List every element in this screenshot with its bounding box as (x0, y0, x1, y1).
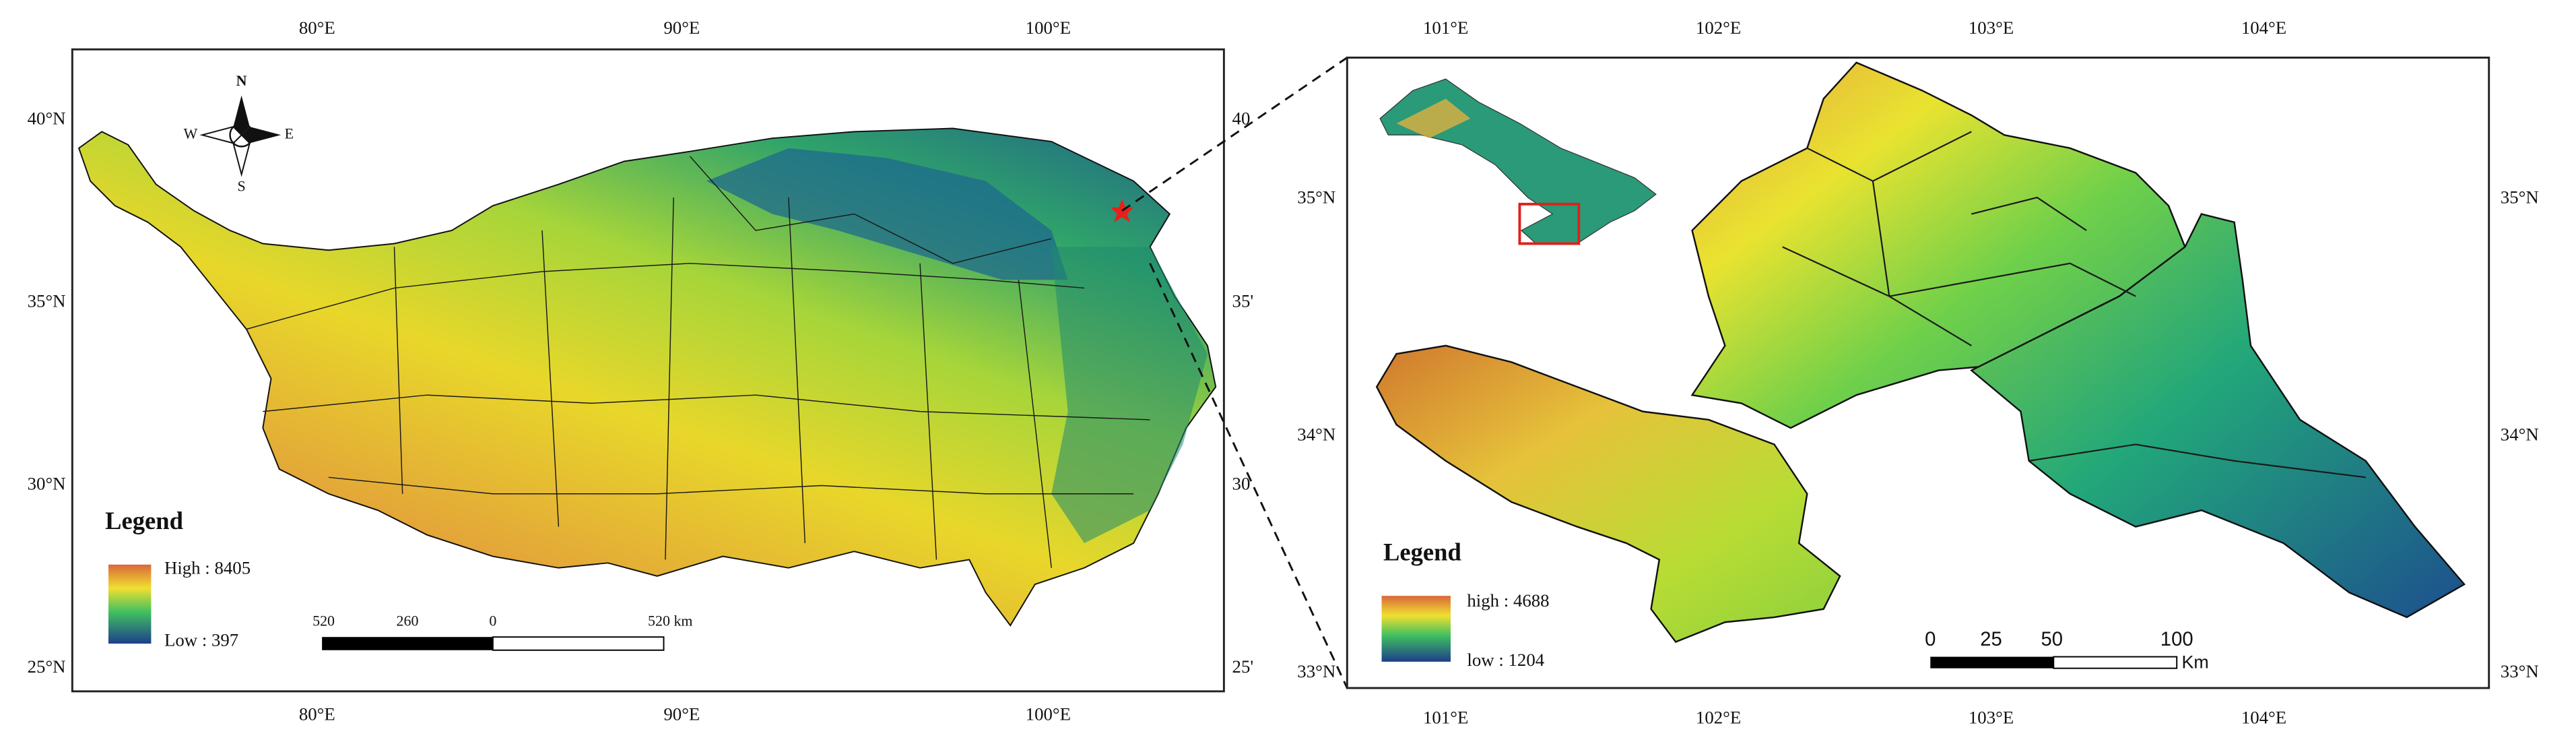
admin-borders (246, 156, 1150, 568)
legend-title: Legend (1383, 538, 1461, 566)
scale-unit: Km (2182, 652, 2209, 672)
scale-label: 520 km (648, 612, 692, 629)
lon-label: 102°E (1696, 708, 1741, 728)
inset-high (1396, 98, 1471, 139)
legend-low: low : 1204 (1467, 650, 1544, 670)
lon-label: 103°E (1969, 708, 2014, 728)
lat-label: 30 (1232, 474, 1251, 494)
zoom-line (1149, 263, 1348, 689)
lon-label: 90°E (663, 18, 700, 38)
legend-low: Low : 397 (164, 630, 238, 650)
scale-label: 100 (2160, 628, 2193, 650)
lon-label: 101°E (1423, 708, 1468, 728)
scale-label: 0 (489, 612, 496, 629)
inset-region (1379, 78, 1657, 245)
compass-label: S (237, 177, 245, 194)
plateau (77, 127, 1217, 627)
lat-label: 34°N (2501, 424, 2539, 444)
lon-label: 102°E (1696, 18, 1741, 38)
map-frame (71, 48, 1225, 693)
scale-bar (2053, 656, 2178, 669)
lat-label: 35' (1232, 291, 1254, 311)
lat-label: 40°N (28, 108, 66, 128)
scale-label: 260 (397, 612, 419, 629)
lon-label: 104°E (2241, 18, 2286, 38)
lat-label: 35°N (2501, 187, 2539, 208)
north-arrow (199, 95, 282, 177)
lon-label: 100°E (1026, 704, 1071, 724)
lon-label: 100°E (1026, 18, 1071, 38)
lon-label: 104°E (2241, 708, 2286, 728)
lat-label: 25' (1232, 656, 1254, 677)
lat-label: 35°N (28, 291, 66, 311)
qaidam-basin (706, 148, 1068, 280)
legend-ramp (1381, 596, 1451, 662)
scale-label: 520 (312, 612, 335, 629)
southwest-unit (1375, 344, 1841, 644)
legend-high: high : 4688 (1467, 590, 1549, 611)
lat-label: 30°N (28, 474, 66, 494)
lat-label: 35°N (1297, 187, 1335, 208)
legend-title: Legend (105, 507, 183, 534)
scale-label: 50 (2041, 628, 2063, 650)
lon-label: 90°E (663, 704, 700, 724)
scale-label: 0 (1925, 628, 1936, 650)
scale-label: 25 (1980, 628, 2002, 650)
scale-bar (322, 637, 493, 650)
lon-label: 80°E (299, 704, 335, 724)
scale-bar (492, 636, 665, 651)
lat-label: 33°N (2501, 661, 2539, 681)
lat-label: 34°N (1297, 424, 1335, 444)
lat-label: 33°N (1297, 661, 1335, 681)
compass-label: W (184, 125, 198, 142)
compass-label: N (236, 72, 247, 89)
legend-high: High : 8405 (164, 557, 251, 578)
lon-label: 80°E (299, 18, 335, 38)
lat-label: 25°N (28, 656, 66, 677)
compass-label: E (285, 125, 294, 142)
map-frame (1346, 57, 2490, 689)
east-unit (1970, 213, 2466, 619)
lon-label: 101°E (1423, 18, 1468, 38)
zoom-line (1121, 57, 1348, 212)
lon-label: 103°E (1969, 18, 2014, 38)
lat-label: 40 (1232, 108, 1251, 128)
legend-ramp (108, 564, 152, 644)
inset-box (1518, 202, 1581, 245)
southeast-basin (1051, 247, 1208, 544)
county-borders (1782, 131, 2366, 478)
scale-bar (1930, 656, 2054, 669)
